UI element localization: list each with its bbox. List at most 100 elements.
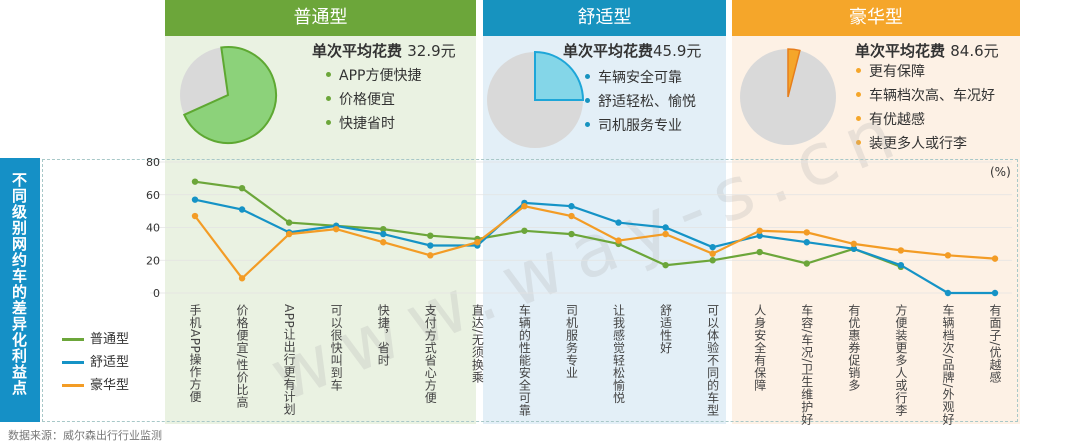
cost-label-standard: 单次平均花费 (312, 42, 403, 60)
sidebar-title-block: 不同级别网约车的差异化利益点 (0, 158, 40, 422)
cost-value-luxury: 84.6元 (950, 42, 999, 60)
data-point (427, 242, 434, 249)
pie-comfort-slice (534, 50, 585, 101)
data-point (991, 255, 999, 262)
data-point (944, 289, 952, 297)
cost-label-luxury: 单次平均花费 (855, 42, 946, 60)
data-point (380, 230, 387, 238)
x-tick-label: 让我感觉轻松愉悦 (612, 304, 626, 404)
series-line-0 (194, 180, 902, 268)
x-tick-label: 有优惠券促销多 (847, 304, 861, 392)
pie-standard-slice (182, 46, 278, 144)
bullet-item: 价格便宜 (326, 88, 421, 112)
panel-header-comfort: 舒适型 (483, 0, 726, 36)
legend-label-comfort: 舒适型 (90, 355, 130, 370)
data-point (662, 224, 669, 231)
x-tick-label: 人身安全有保障 (753, 304, 767, 392)
x-tick-label: 司机服务专业 (564, 304, 578, 379)
x-tick-label: 支付方式省心方便 (423, 304, 437, 404)
panel-header-luxury: 豪华型 (732, 0, 1020, 36)
x-tick-label: 价格便宜/性价比高 (235, 304, 249, 409)
legend-label-luxury: 豪华型 (90, 378, 130, 393)
series-line-1 (194, 198, 995, 295)
legend-item-standard: 普通型 (62, 328, 129, 347)
bullet-item: 车辆安全可靠 (585, 66, 696, 90)
bullet-item: 车辆档次高、车况好 (856, 84, 995, 108)
panel-header-standard: 普通型 (165, 0, 476, 36)
data-point (850, 245, 858, 252)
x-tick-label: APP让出行更有计划 (282, 304, 296, 416)
y-tick-label: 80 (146, 156, 160, 169)
legend-item-comfort: 舒适型 (62, 351, 129, 370)
x-tick-label: 可以体验不同的车型 (706, 304, 720, 417)
cost-standard: 单次平均花费 32.9元 (312, 40, 456, 61)
bullets-comfort: 车辆安全可靠 舒适轻松、愉悦 司机服务专业 (585, 66, 696, 138)
legend-swatch-standard (62, 338, 84, 341)
chart-frame (42, 159, 1018, 422)
x-tick-label: 手机APP操作方便 (188, 304, 202, 404)
data-point (285, 219, 293, 226)
bullets-standard: APP方便快捷 价格便宜 快捷省时 (326, 64, 421, 136)
x-tick-label: 有面子/优越感 (988, 304, 1002, 384)
legend-item-luxury: 豪华型 (62, 374, 129, 393)
data-point (285, 230, 293, 238)
x-tick-label: 快捷，省时 (376, 304, 390, 367)
data-point (521, 227, 528, 234)
y-tick-label: 40 (146, 222, 160, 235)
data-point (568, 212, 575, 220)
cost-comfort: 单次平均花费45.9元 (563, 40, 701, 61)
data-point (662, 230, 669, 238)
sidebar-title: 不同级别网约车的差异化利益点 (10, 172, 28, 396)
x-tick-label: 车辆档次/品牌/外观好 (941, 303, 955, 426)
series-line-2 (194, 205, 996, 280)
bullet-item: 舒适轻松、愉悦 (585, 90, 696, 114)
data-point (191, 212, 199, 220)
bullet-item: 司机服务专业 (585, 114, 696, 138)
data-point (756, 232, 763, 239)
data-point (756, 227, 763, 234)
data-point (850, 240, 858, 248)
data-point (521, 203, 528, 210)
x-tick-label: 车容/车况/卫生维护好 (800, 303, 814, 426)
data-point (427, 252, 434, 259)
data-point (991, 289, 999, 297)
bullets-luxury: 更有保障 车辆档次高、车况好 有优越感 装更多人或行李 (856, 60, 995, 156)
data-point (756, 248, 763, 256)
pie-comfort (487, 50, 585, 148)
x-tick-label: 舒适性好 (659, 304, 673, 355)
bullet-item: 快捷省时 (326, 112, 421, 136)
bullet-item: 更有保障 (856, 60, 995, 84)
data-point (191, 196, 199, 203)
legend-swatch-comfort (62, 361, 84, 364)
data-point (897, 247, 905, 254)
data-point (380, 225, 387, 233)
data-point (803, 260, 810, 267)
data-point (427, 232, 434, 239)
data-point (803, 239, 810, 246)
x-tick-label: 可以很快叫到车 (329, 304, 343, 392)
pie-standard (180, 46, 278, 144)
y-tick-label: 0 (153, 287, 160, 300)
data-point (615, 219, 622, 226)
unit-label: (%) (990, 165, 1011, 179)
data-point (238, 185, 246, 192)
x-tick-label: 直达/无须换乘 (470, 304, 484, 384)
data-point (709, 257, 716, 264)
data-point (568, 230, 575, 238)
x-tick-label: 车辆的性能安全可靠 (517, 303, 531, 417)
pie-luxury-slice (787, 48, 801, 98)
data-point (803, 229, 810, 236)
bullet-item: 有优越感 (856, 108, 995, 132)
legend-label-standard: 普通型 (90, 332, 130, 347)
data-point (332, 225, 340, 233)
cost-value-comfort: 45.9元 (653, 42, 702, 60)
data-point (238, 275, 246, 282)
data-point (897, 261, 905, 269)
cost-value-standard: 32.9元 (407, 42, 456, 60)
cost-luxury: 单次平均花费 84.6元 (855, 40, 999, 61)
data-point (944, 252, 952, 259)
x-tick-label: 方便装更多人或行李 (894, 303, 908, 417)
y-tick-label: 20 (146, 254, 160, 267)
data-point (662, 261, 669, 269)
